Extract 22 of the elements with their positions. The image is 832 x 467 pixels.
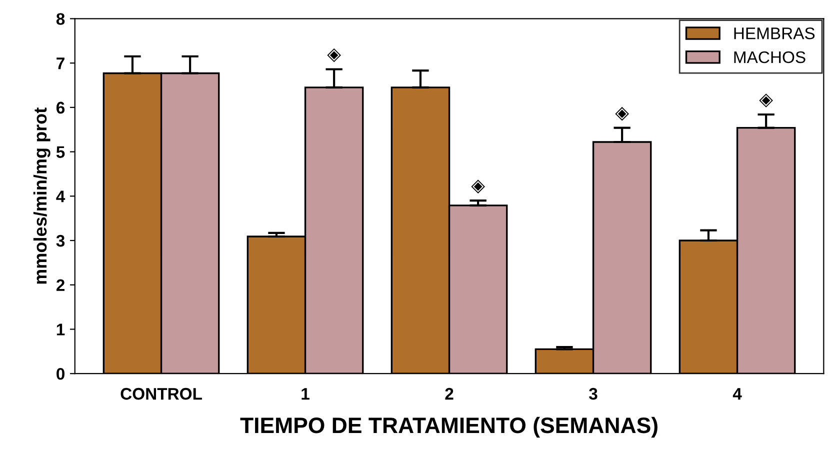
annotation: ◈ [327, 48, 341, 62]
legend-label: MACHOS [734, 51, 806, 64]
y-tick-label: 6 [56, 102, 65, 114]
y-axis-title: mmoles/min/mg prot [33, 108, 50, 284]
legend-label: HEMBRAS [734, 27, 815, 40]
y-tick-label: 3 [56, 234, 65, 247]
x-tick-label: 4 [732, 388, 742, 400]
x-tick-label: 3 [589, 388, 598, 400]
y-tick-label: 1 [56, 324, 65, 336]
annotation: ◈ [615, 106, 629, 121]
annotation: ◈ [759, 94, 773, 108]
y-tick-label: 2 [56, 279, 64, 291]
y-tick-label: 5 [56, 146, 65, 158]
y-tick-label: 0 [56, 368, 64, 380]
x-tick-label: 1 [302, 388, 310, 400]
y-tick-label: 8 [56, 13, 65, 25]
y-tick-label: 4 [56, 190, 66, 202]
x-tick-label: CONTROL [120, 388, 202, 400]
x-tick-label: 2 [445, 388, 454, 400]
y-tick-label: 7 [56, 58, 64, 70]
x-axis-title: TIEMPO DE TRATAMIENTO (SEMANAS) [240, 416, 658, 438]
annotation: ◈ [471, 180, 485, 194]
